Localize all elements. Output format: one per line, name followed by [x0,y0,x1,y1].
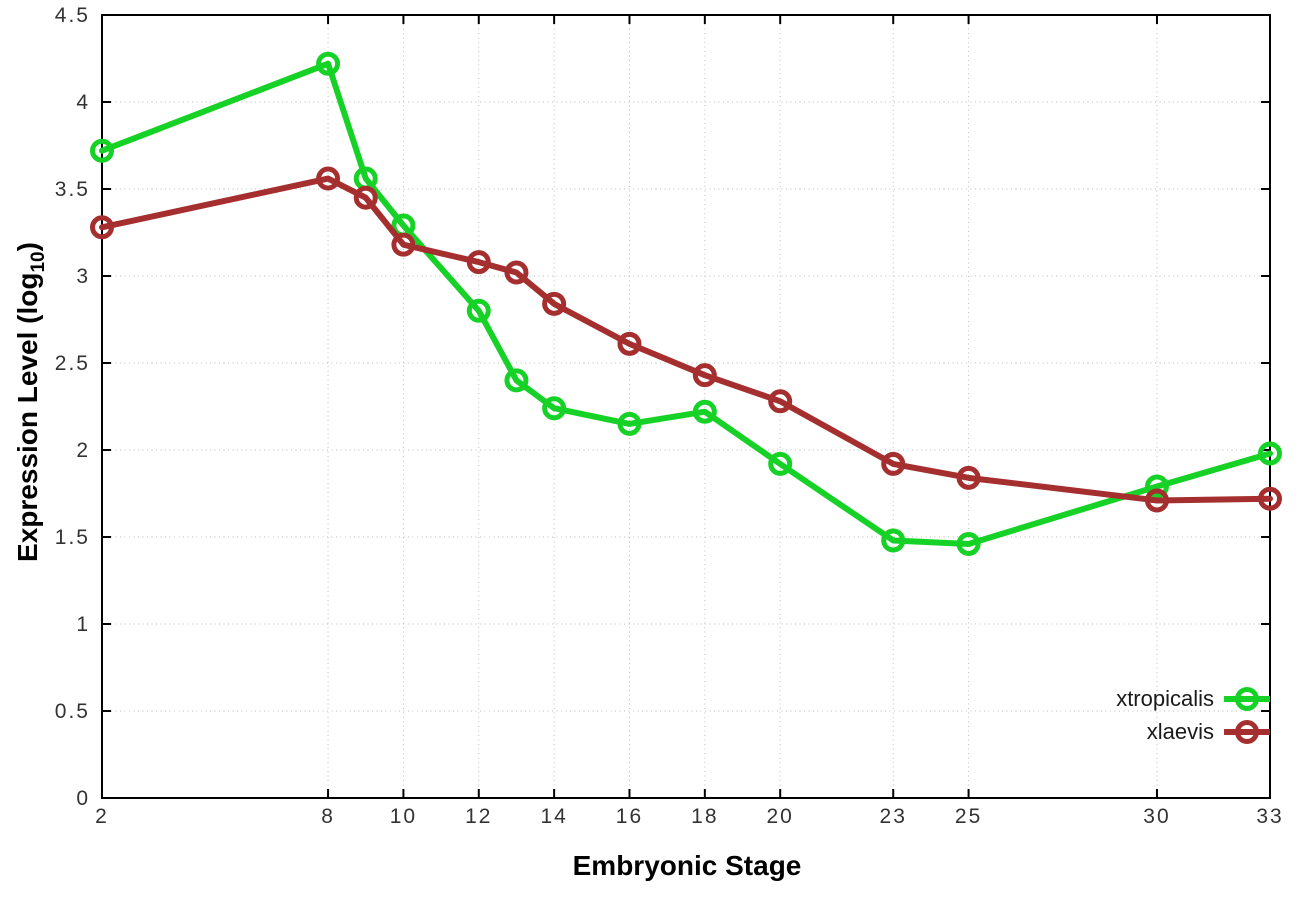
data-point-xlaevis [617,331,642,356]
data-point-xlaevis [90,215,114,240]
y-tick-label: 3.5 [55,178,90,201]
y-tick-label: 2.5 [55,352,90,375]
legend: xtropicalis xlaevis [1116,684,1270,746]
x-tick-label: 14 [540,805,567,828]
data-point-xlaevis [542,291,567,316]
x-axis-title: Embryonic Stage [572,850,802,881]
data-point-xtropicalis [504,368,529,393]
data-point-xlaevis [391,232,416,257]
legend-entry-xtropicalis: xtropicalis [1116,684,1270,713]
legend-label-xtropicalis: xtropicalis [1116,686,1214,711]
x-tick-label: 8 [321,805,335,828]
data-point-xlaevis [768,389,793,414]
x-tick-label: 23 [880,805,907,828]
legend-sample-line-icon [1224,719,1270,744]
y-tick-label: 1 [76,613,90,636]
data-point-xtropicalis [466,298,491,323]
y-tick-label: 4 [76,91,90,114]
x-tick-label: 12 [465,805,492,828]
data-point-xtropicalis [881,528,906,553]
data-point-xtropicalis [1258,441,1282,466]
data-point-xlaevis [353,185,378,210]
x-tick-label: 30 [1143,805,1170,828]
legend-sample-line-icon [1224,686,1270,711]
data-point-xlaevis [881,451,906,476]
data-point-xtropicalis [617,411,642,436]
y-tick-label: 4.5 [55,4,90,27]
x-tick-label: 2 [95,805,109,828]
series-line-xtropicalis [99,60,1273,547]
y-tick-label: 1.5 [55,526,90,549]
y-axis-title-suffix: ) [12,242,44,252]
data-point-xtropicalis [692,399,717,424]
y-tick-label: 2 [76,439,90,462]
series-line-xlaevis [99,175,1273,504]
y-axis-title: Expression Level (log10) [12,242,50,562]
data-point-xlaevis [504,260,529,285]
y-tick-label: 3 [76,265,90,288]
data-point-xlaevis [316,166,341,191]
legend-label-xlaevis: xlaevis [1146,719,1214,744]
data-point-xtropicalis [90,138,114,163]
x-tick-label: 20 [767,805,794,828]
data-point-xlaevis [466,250,491,275]
data-point-xtropicalis [542,396,567,421]
x-tick-label: 18 [691,805,718,828]
data-point-xlaevis [1258,486,1282,511]
data-point-xlaevis [1144,488,1169,513]
y-axis-title-subscript: 10 [27,251,49,273]
x-tick-label: 33 [1256,805,1283,828]
y-tick-label: 0 [76,787,90,810]
y-tick-label: 0.5 [55,700,90,723]
x-tick-label: 25 [955,805,982,828]
plot-border [101,14,1271,799]
data-point-xlaevis [956,465,981,490]
x-tick-label: 10 [390,805,417,828]
data-point-xlaevis [692,363,717,388]
data-point-xtropicalis [316,51,341,76]
y-axis-title-text: Expression Level (log [12,272,44,562]
data-point-xtropicalis [956,531,981,556]
data-point-xtropicalis [1144,474,1169,499]
x-tick-label: 16 [616,805,643,828]
legend-entry-xlaevis: xlaevis [1147,717,1270,746]
data-point-xtropicalis [768,451,793,476]
